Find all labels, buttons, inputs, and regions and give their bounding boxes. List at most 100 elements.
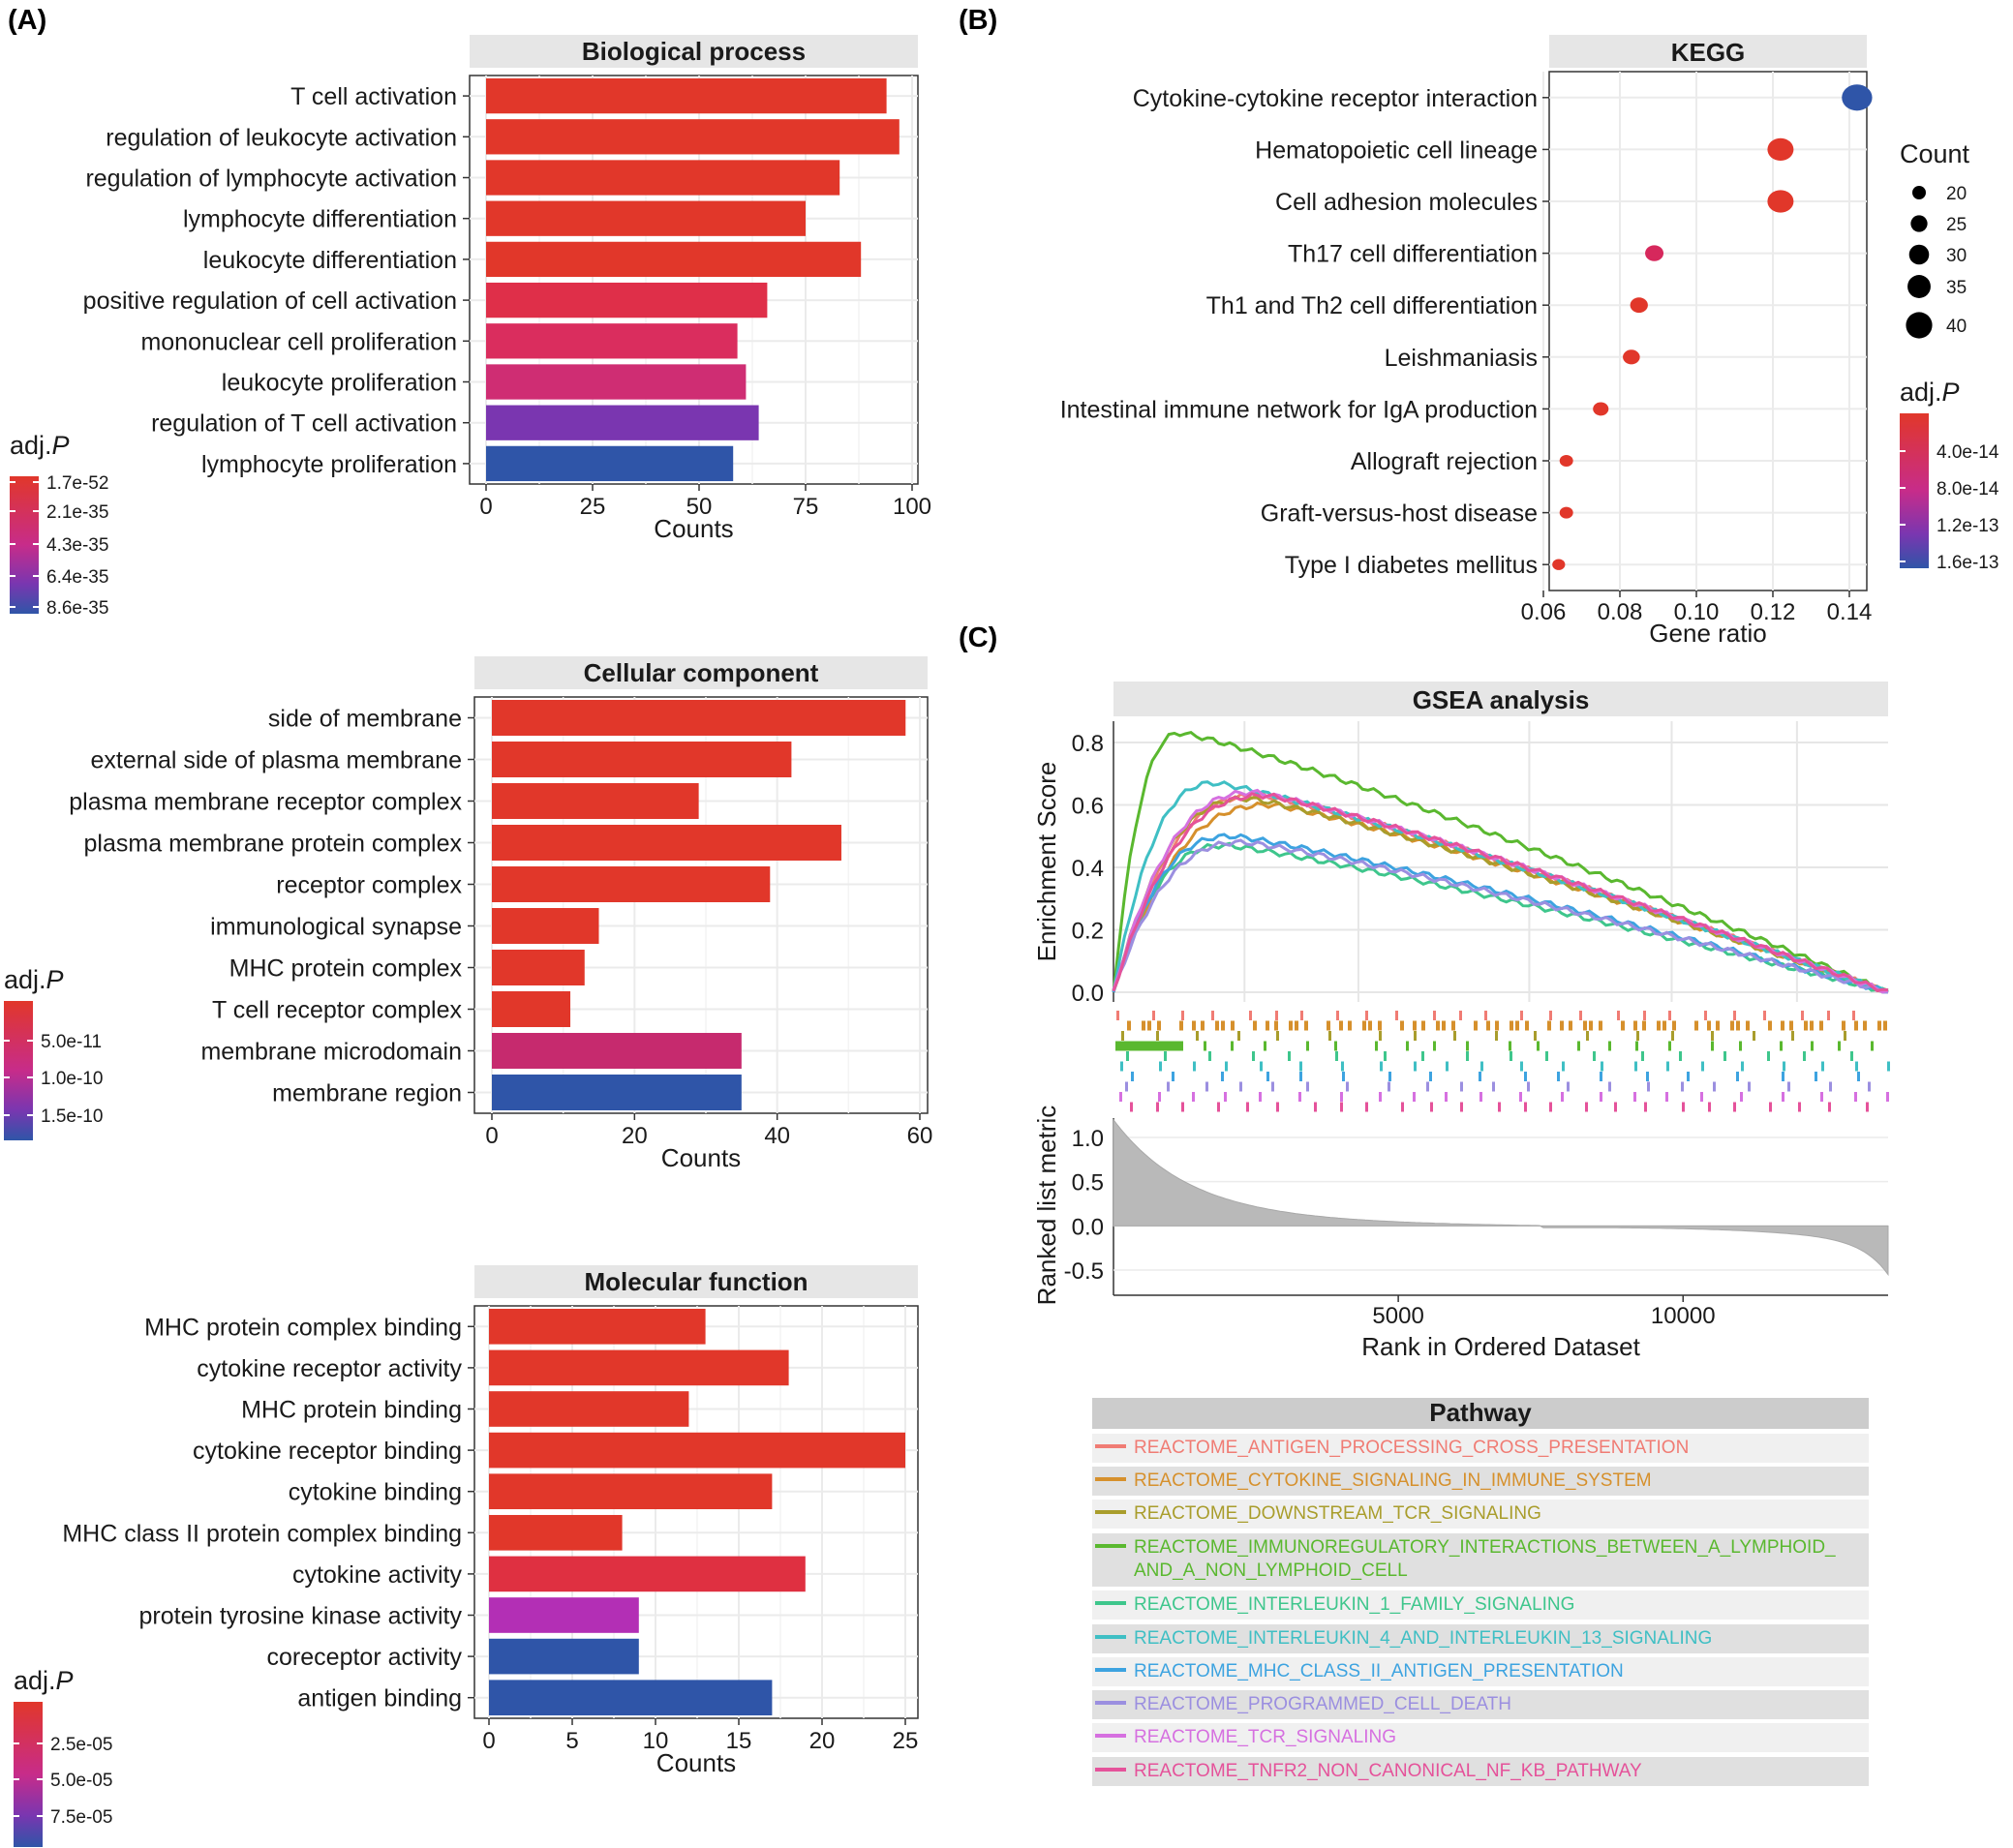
gsea-hit-mark: [1413, 1092, 1416, 1102]
gsea-hit-mark: [1446, 1061, 1449, 1072]
gsea-hit-mark: [1810, 1020, 1814, 1031]
mf-bar: [489, 1432, 905, 1469]
gsea-hit-mark: [1266, 1020, 1269, 1031]
bp-category-label: regulation of lymphocyte activation: [85, 166, 457, 193]
gsea-hit-mark: [1621, 1020, 1625, 1031]
gsea-hit-mark: [1406, 1041, 1409, 1051]
mf-x-tick-label: 25: [893, 1728, 919, 1754]
gsea-es-tick-label: 0.0: [1072, 981, 1104, 1007]
gsea-es-tick-label: 0.4: [1072, 856, 1104, 882]
gsea-hit-mark: [1167, 1081, 1170, 1092]
mf-category-label: cytokine receptor activity: [197, 1355, 462, 1382]
gsea-hit-mark: [1426, 1081, 1429, 1092]
gsea-y-axis-title-2: Ranked list metric: [1032, 1106, 1061, 1306]
kegg-x-tick-label: 0.06: [1521, 599, 1567, 625]
gsea-hit-mark: [1791, 1031, 1794, 1041]
gsea-hit-mark: [1716, 1020, 1720, 1031]
gsea-hit-mark: [1201, 1020, 1205, 1031]
gsea-hit-mark: [1633, 1092, 1636, 1102]
gsea-hit-mark: [1379, 1092, 1382, 1102]
gsea-hit-mark: [1495, 1031, 1498, 1041]
kegg-size-legend-title: Count: [1900, 139, 1970, 168]
gsea-hit-mark: [1339, 1020, 1343, 1031]
gsea-hit-mark: [1829, 1081, 1832, 1092]
gsea-hit-mark: [1545, 1051, 1548, 1061]
gsea-legend-row: [1092, 1434, 1869, 1463]
gsea-hit-mark: [1445, 1092, 1448, 1102]
gsea-legend-row: [1092, 1590, 1869, 1620]
gsea-hit-mark: [1400, 1020, 1404, 1031]
gsea-metric-tick-label: -0.5: [1064, 1258, 1104, 1285]
gsea-hit-mark: [1527, 1081, 1530, 1092]
gsea-legend-header: [1092, 1398, 1869, 1429]
cc-bar: [492, 1075, 742, 1110]
gsea-hit-mark: [1414, 1061, 1417, 1072]
cc-bar: [492, 825, 841, 861]
gsea-hit-mark: [1271, 1081, 1274, 1092]
gsea-hit-mark: [1304, 1020, 1308, 1031]
gsea-hit-mark: [1681, 1081, 1684, 1092]
cc-category-label: plasma membrane receptor complex: [69, 789, 462, 816]
gsea-hit-mark: [1442, 1020, 1446, 1031]
1-legend-tick-label: 1.5e-10: [41, 1106, 103, 1127]
gsea-hit-mark: [1666, 1061, 1669, 1072]
gsea-hit-mark: [1335, 1051, 1338, 1061]
gsea-hit-mark: [1782, 1072, 1784, 1081]
gsea-hit-mark: [1453, 1031, 1456, 1041]
gsea-hit-mark: [1276, 1031, 1279, 1041]
kegg-colorbar-tick-label: 8.0e-14: [1937, 479, 1999, 500]
gsea-hit-mark: [1633, 1020, 1637, 1031]
mf-x-axis-title: Counts: [656, 1748, 736, 1777]
bp-category-label: mononuclear cell proliferation: [140, 328, 457, 355]
gsea-hit-mark: [1340, 1102, 1343, 1112]
1-legend-colorbar: [4, 1001, 33, 1140]
bp-x-tick-label: 25: [580, 494, 606, 520]
gsea-hit-mark: [1798, 1102, 1801, 1112]
gsea-hit-mark: [1643, 1011, 1646, 1020]
gsea-hit-mark: [1314, 1102, 1317, 1112]
gsea-hit-mark: [1365, 1102, 1368, 1112]
kegg-category-label: Th1 and Th2 cell differentiation: [1206, 292, 1538, 319]
gsea-hit-mark: [1459, 1011, 1462, 1020]
mf-bar: [489, 1597, 639, 1633]
gsea-hit-mark: [1221, 1020, 1225, 1031]
gsea-hit-mark: [1479, 1072, 1481, 1081]
gsea-hit-mark: [1486, 1020, 1490, 1031]
kegg-category-label: Th17 cell differentiation: [1288, 241, 1538, 268]
gsea-hit-mark: [1130, 1102, 1133, 1112]
cc-category-label: membrane microdomain: [200, 1039, 462, 1066]
cc-x-tick-label: 20: [622, 1123, 648, 1149]
1-legend-tick-label: 5.0e-11: [41, 1032, 102, 1052]
gsea-hit-mark: [1854, 1092, 1857, 1102]
bp-bar: [486, 77, 887, 114]
gsea-hit-mark: [1560, 1020, 1564, 1031]
gsea-es-tick-label: 0.2: [1072, 919, 1104, 945]
gsea-hit-mark: [1711, 1041, 1714, 1051]
gsea-hit-mark: [1657, 1020, 1661, 1031]
gsea-hit-mark: [1524, 1072, 1527, 1081]
gsea-hit-mark: [1852, 1011, 1855, 1020]
bp-title: Biological process: [582, 37, 806, 66]
gsea-hit-mark: [1300, 1011, 1303, 1020]
gsea-ranked-metric-area: [1113, 1118, 1889, 1277]
gsea-hit-mark: [1466, 1051, 1469, 1061]
gsea-hit-mark: [1253, 1020, 1257, 1031]
gsea-hit-mark: [1782, 1092, 1784, 1102]
bp-bar: [486, 200, 806, 236]
gsea-hit-mark: [1730, 1020, 1734, 1031]
gsea-hit-mark: [1585, 1102, 1588, 1112]
gsea-es-curve: [1112, 788, 1889, 994]
2-legend-title: adj.P: [14, 1666, 74, 1695]
gsea-hit-mark: [1126, 1051, 1129, 1061]
gsea-hit-mark: [1854, 1020, 1858, 1031]
cc-x-tick-label: 0: [485, 1123, 498, 1149]
gsea-hit-mark: [1158, 1092, 1161, 1102]
gsea-hit-mark: [1498, 1102, 1501, 1112]
gsea-hit-mark: [1634, 1061, 1637, 1072]
gsea-legend-label: REACTOME_CYTOKINE_SIGNALING_IN_IMMUNE_SY…: [1134, 1470, 1652, 1491]
gsea-hit-mark: [1534, 1031, 1537, 1041]
kegg-point: [1593, 402, 1609, 416]
gsea-hit-mark: [1679, 1051, 1682, 1061]
kegg-category-label: Cytokine-cytokine receptor interaction: [1133, 85, 1538, 112]
gsea-legend-row: [1092, 1500, 1869, 1529]
